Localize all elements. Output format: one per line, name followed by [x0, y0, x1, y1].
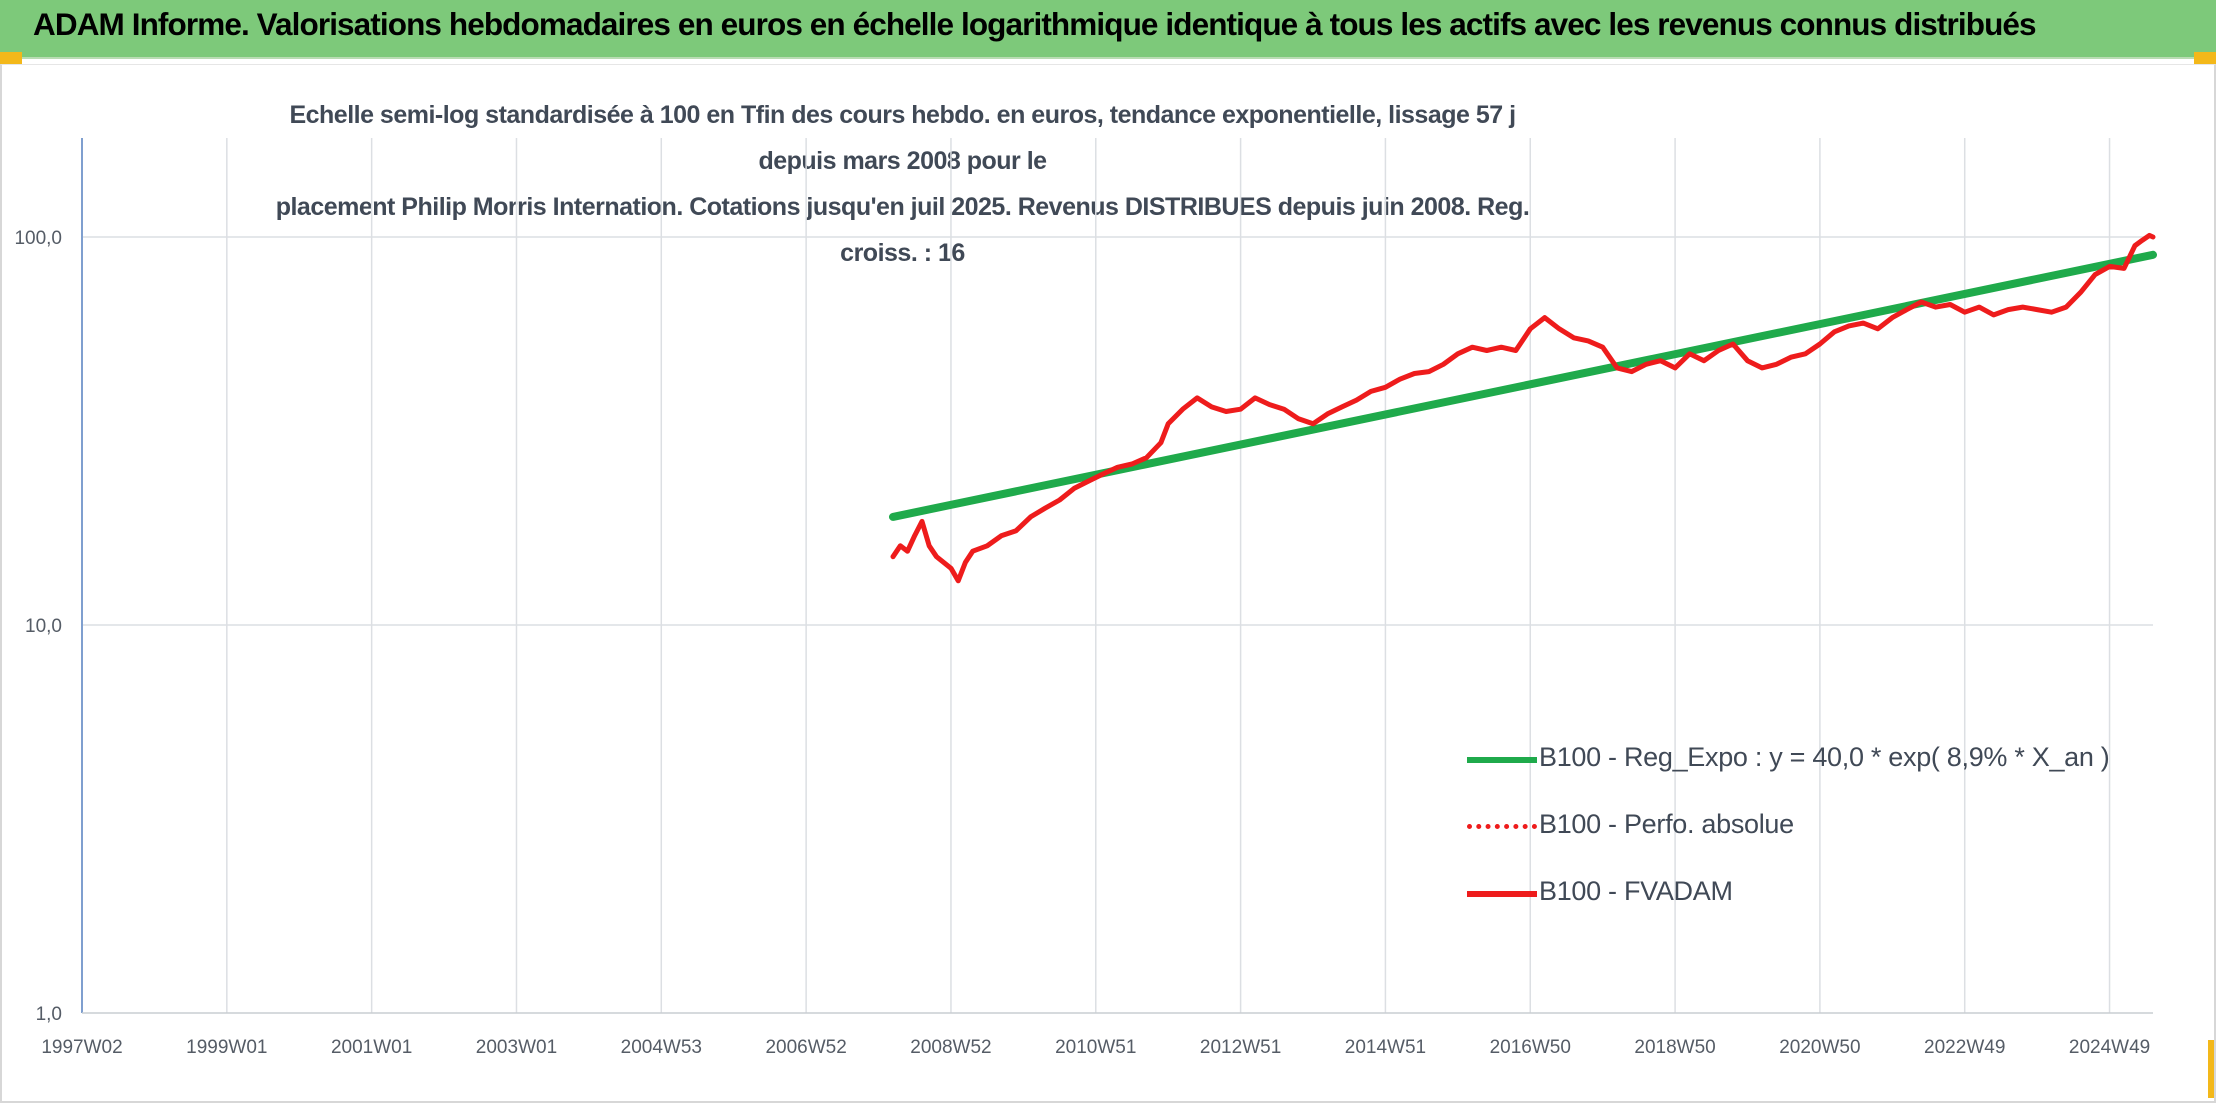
x-tick-label: 2008W52 [910, 1037, 991, 1058]
x-tick-label: 2014W51 [1345, 1037, 1426, 1058]
x-tick-label: 2004W53 [621, 1037, 702, 1058]
y-tick-label: 1,0 [36, 1004, 62, 1025]
legend-label-perfo-absolue: B100 - Perfo. absolue [1539, 809, 1794, 839]
chart-frame [0, 64, 2216, 1103]
x-tick-label: 2006W52 [765, 1037, 846, 1058]
x-tick-label: 2018W50 [1634, 1037, 1715, 1058]
legend: B100 - Reg_Expo : y = 40,0 * exp( 8,9% *… [1465, 728, 2205, 929]
legend-item-perfo-absolue: B100 - Perfo. absolue [1465, 795, 2205, 862]
x-tick-label: 2003W01 [476, 1037, 557, 1058]
legend-item-regression: B100 - Reg_Expo : y = 40,0 * exp( 8,9% *… [1465, 728, 2205, 795]
series-line [890, 232, 2156, 584]
chart-title: Echelle semi-log standardisée à 100 en T… [250, 92, 1555, 276]
chart-title-line-2: placement Philip Morris Internation. Cot… [275, 193, 1530, 267]
y-tick-label: 10,0 [25, 616, 62, 637]
corner-marker [2208, 1040, 2216, 1098]
x-tick-label: 2001W01 [331, 1037, 412, 1058]
legend-item-fvadam: B100 - FVADAM [1465, 862, 2205, 929]
legend-label-regression: B100 - Reg_Expo : y = 40,0 * exp( 8,9% *… [1539, 742, 2110, 772]
x-tick-label: 2016W50 [1490, 1037, 1571, 1058]
chart-title-line-1: Echelle semi-log standardisée à 100 en T… [289, 101, 1516, 175]
x-tick-label: 2024W49 [2069, 1037, 2150, 1058]
x-tick-label: 2020W50 [1779, 1037, 1860, 1058]
x-tick-label: 2010W51 [1055, 1037, 1136, 1058]
report-banner: ADAM Informe. Valorisations hebdomadaire… [0, 0, 2216, 59]
legend-swatch-perfo-absolue [1467, 824, 1537, 829]
legend-swatch-regression [1467, 757, 1537, 763]
report-title: ADAM Informe. Valorisations hebdomadaire… [33, 6, 2037, 42]
corner-marker [0, 52, 22, 64]
x-tick-label: 1999W01 [186, 1037, 267, 1058]
legend-label-fvadam: B100 - FVADAM [1539, 876, 1733, 906]
legend-swatch-fvadam [1467, 891, 1537, 897]
x-tick-label: 2012W51 [1200, 1037, 1281, 1058]
x-tick-label: 2022W49 [1924, 1037, 2005, 1058]
corner-marker [2194, 52, 2216, 64]
y-tick-label: 100,0 [14, 228, 62, 249]
x-tick-label: 1997W02 [41, 1037, 122, 1058]
